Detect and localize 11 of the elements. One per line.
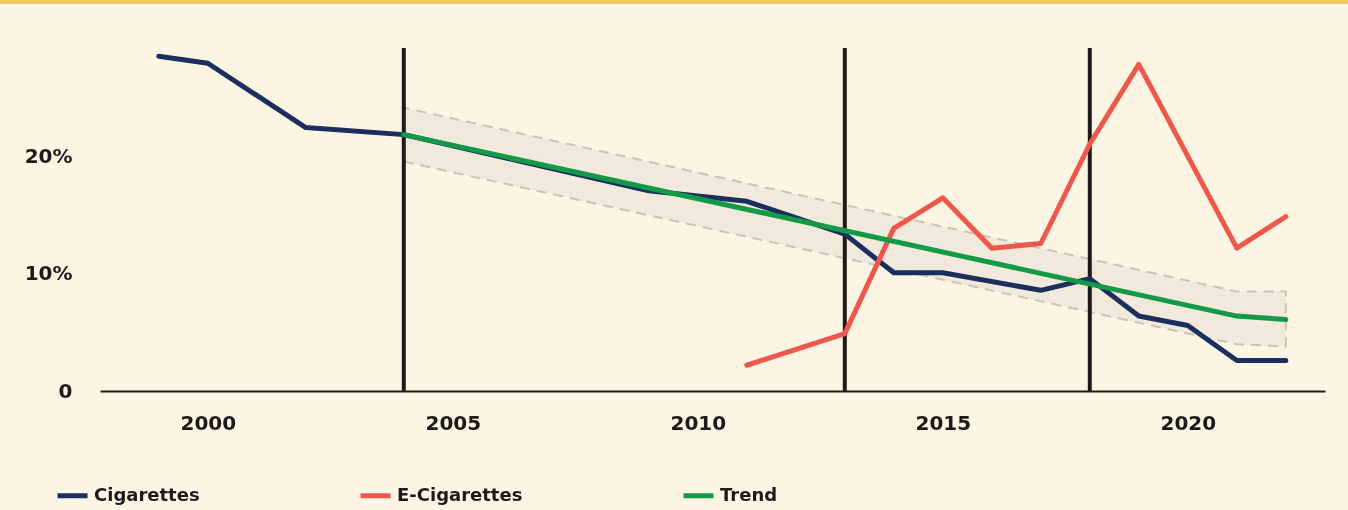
x-tick-label: 2005: [425, 410, 482, 435]
legend-label: Cigarettes: [94, 483, 200, 505]
y-tick-label: 0: [58, 378, 73, 403]
x-tick-label: 2000: [180, 410, 237, 435]
legend-label: E-Cigarettes: [397, 483, 523, 505]
x-tick-label: 2020: [1160, 410, 1217, 435]
y-tick-label: 20%: [24, 144, 73, 169]
legend-label: Trend: [720, 483, 778, 505]
x-tick-label: 2010: [670, 410, 727, 435]
y-tick-label: 10%: [24, 261, 73, 286]
x-tick-label: 2015: [915, 410, 972, 435]
